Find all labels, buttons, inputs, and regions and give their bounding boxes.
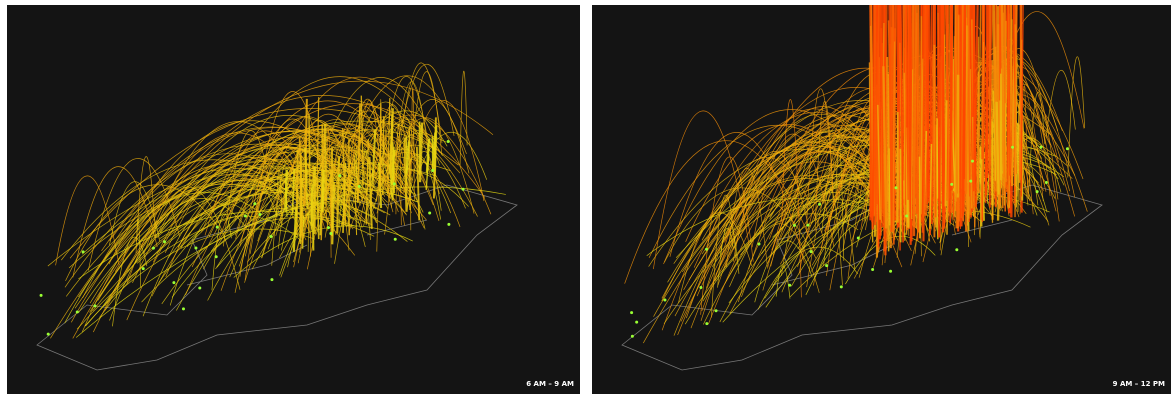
flow-spike <box>314 166 315 234</box>
node <box>889 270 892 273</box>
node <box>216 226 219 229</box>
node <box>258 213 261 216</box>
node <box>327 226 330 229</box>
flow-spike <box>409 131 410 210</box>
node <box>825 264 828 267</box>
time-label: 6 AM – 9 AM <box>526 380 574 388</box>
node <box>244 215 247 218</box>
flow-spike <box>913 5 914 227</box>
node <box>358 185 361 188</box>
flow-panel: 9 AM – 12 PM <box>592 5 1171 394</box>
node <box>840 285 843 288</box>
flow-spike <box>945 100 946 206</box>
node <box>1045 181 1048 184</box>
node <box>182 307 185 310</box>
node <box>270 235 273 238</box>
flow-spike <box>325 124 326 201</box>
flow-panel: 6 AM – 9 AM <box>7 5 580 394</box>
node <box>971 160 974 163</box>
time-label: 9 AM – 12 PM <box>1113 380 1165 388</box>
node <box>818 203 821 206</box>
node <box>955 248 958 251</box>
node <box>705 322 708 325</box>
node <box>76 310 79 313</box>
node <box>905 214 908 217</box>
flow-arc <box>460 71 467 165</box>
node <box>198 287 201 290</box>
node <box>969 180 972 183</box>
node <box>431 169 434 172</box>
node <box>253 202 256 205</box>
node <box>806 224 809 227</box>
flow-spike <box>309 114 310 199</box>
node <box>1040 146 1043 149</box>
flow-spike <box>383 116 384 195</box>
flow-spike <box>297 150 298 235</box>
node <box>329 232 332 235</box>
flow-spike <box>380 104 381 197</box>
node <box>630 311 633 314</box>
page: 6 AM – 9 AM 9 AM – 12 PM (() => { const … <box>0 0 1171 394</box>
node <box>394 238 397 241</box>
node <box>194 247 197 250</box>
node <box>1066 147 1069 150</box>
flow-spike <box>294 207 296 252</box>
node <box>393 182 396 185</box>
node <box>163 240 166 243</box>
flow-view <box>592 5 1171 394</box>
node <box>142 267 145 270</box>
flow-spike <box>285 170 286 211</box>
node <box>1011 146 1014 149</box>
node <box>447 140 450 143</box>
flow-spike <box>300 155 301 237</box>
flow-arc <box>1068 57 1085 178</box>
node <box>857 236 860 239</box>
node <box>631 335 634 338</box>
node <box>152 247 155 250</box>
node <box>270 278 273 281</box>
flow-spike <box>897 112 898 223</box>
flow-spike <box>974 5 976 207</box>
node <box>705 248 708 251</box>
node <box>172 281 175 284</box>
flow-spike <box>989 5 990 170</box>
flow-spike <box>942 5 943 216</box>
flow-arc <box>73 167 157 278</box>
node <box>788 284 791 287</box>
node <box>663 298 666 301</box>
node <box>40 294 43 297</box>
flow-spike <box>393 147 394 200</box>
node <box>950 183 953 186</box>
node <box>215 255 218 258</box>
node <box>810 250 813 253</box>
flow-spike <box>964 5 965 179</box>
node <box>699 286 702 289</box>
flow-spike <box>323 170 324 212</box>
node <box>82 250 85 253</box>
flow-arc <box>836 147 844 261</box>
node <box>894 186 897 189</box>
node <box>93 304 96 307</box>
node <box>871 268 874 271</box>
flow-view <box>7 5 580 394</box>
node <box>635 321 638 324</box>
flow-spike <box>919 157 920 239</box>
flow-spike <box>875 5 876 221</box>
node <box>338 174 341 177</box>
node <box>447 223 450 226</box>
flow-spike <box>1008 5 1009 201</box>
node <box>47 333 50 336</box>
node <box>757 242 760 245</box>
node <box>462 188 465 191</box>
node <box>1036 190 1039 193</box>
node <box>715 309 718 312</box>
node <box>428 211 431 214</box>
node <box>793 224 796 227</box>
